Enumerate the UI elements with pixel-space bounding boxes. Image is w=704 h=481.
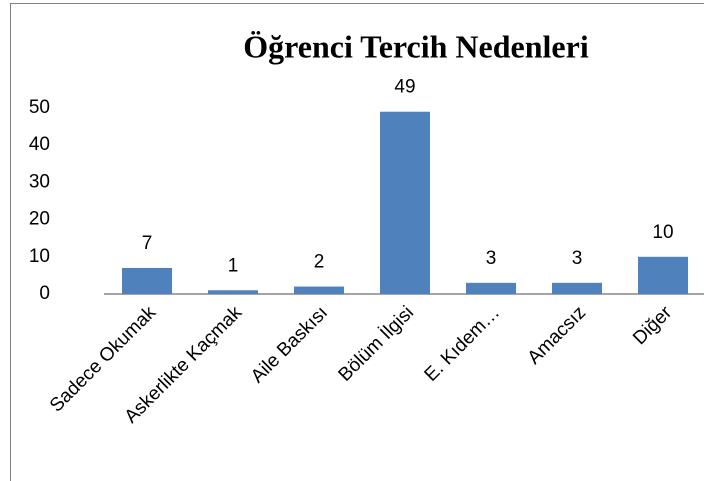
data-label: 7 xyxy=(142,233,153,254)
x-tick-label: Amacsız xyxy=(524,302,590,368)
bar xyxy=(638,256,688,294)
chart-title: Öğrenci Tercih Nedenleri xyxy=(243,28,589,64)
bar xyxy=(122,267,172,294)
bar xyxy=(552,282,602,294)
bar xyxy=(208,290,258,294)
y-tick-label: 10 xyxy=(29,246,50,267)
data-label: 1 xyxy=(228,255,239,276)
y-tick-label: 40 xyxy=(29,134,50,155)
data-label: 3 xyxy=(486,248,497,269)
x-tick-label: E. Kıdem… xyxy=(421,302,505,386)
data-label: 49 xyxy=(394,77,415,98)
bar xyxy=(380,111,430,294)
y-tick-label: 30 xyxy=(29,171,50,192)
data-label: 3 xyxy=(572,248,583,269)
x-tick-label: Diğer xyxy=(629,302,676,349)
chart-border xyxy=(10,3,704,481)
x-tick-label: Aile Baskısı xyxy=(247,302,332,387)
x-tick-label: Bölüm İlgisi xyxy=(335,302,419,386)
bar xyxy=(466,282,516,294)
data-label: 10 xyxy=(652,222,673,243)
y-tick-label: 50 xyxy=(29,97,50,118)
y-tick-label: 20 xyxy=(29,209,50,230)
y-tick-label: 0 xyxy=(39,283,50,304)
data-label: 2 xyxy=(314,252,325,273)
bar xyxy=(294,286,344,294)
